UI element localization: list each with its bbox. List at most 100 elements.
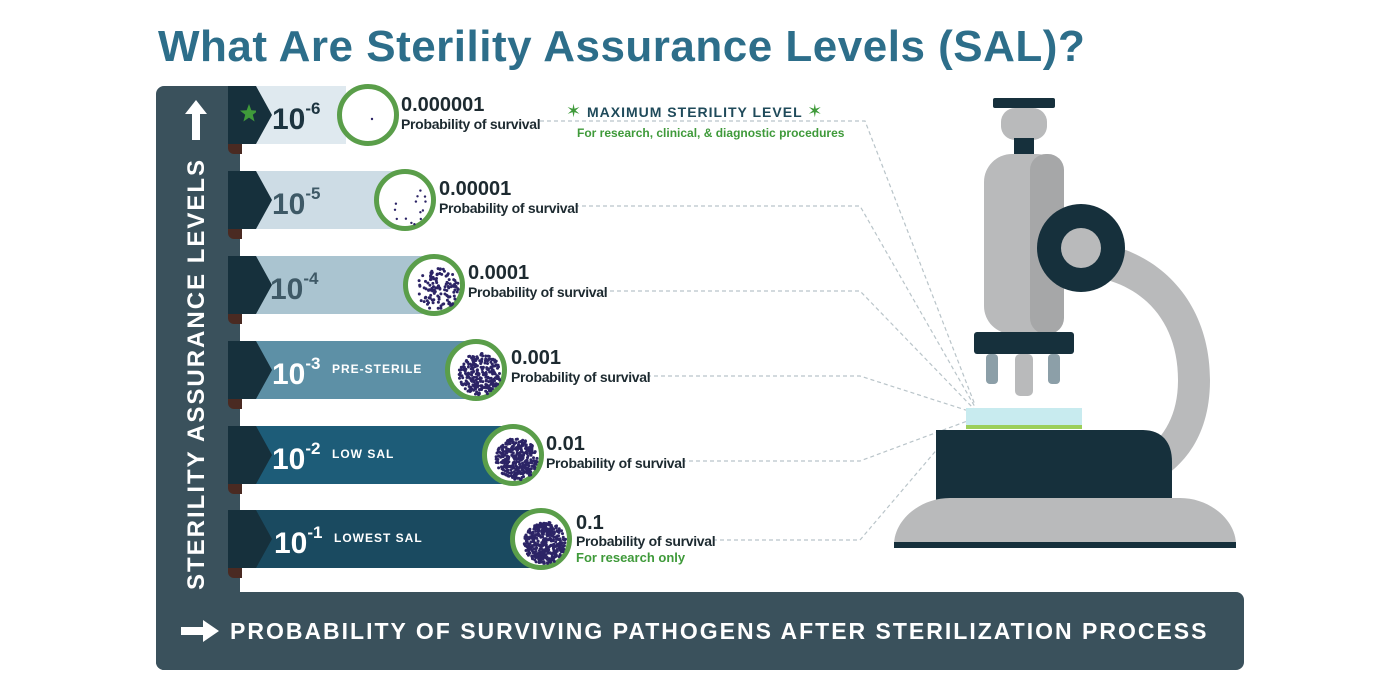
pathogen-dot xyxy=(432,298,436,302)
pathogen-dot xyxy=(508,465,512,469)
pathogen-dot xyxy=(447,286,451,290)
pathogen-dot xyxy=(554,524,558,528)
pathogen-dot xyxy=(458,376,461,380)
pathogen-dot xyxy=(394,202,398,205)
x-axis-label: PROBABILITY OF SURVIVING PATHOGENS AFTER… xyxy=(230,618,1209,644)
pathogen-dot xyxy=(481,354,485,358)
survival-caption: Probability of survival xyxy=(576,533,716,549)
pathogen-dot xyxy=(438,286,442,290)
sal-tag: LOW SAL xyxy=(332,447,395,461)
ribbon-tab xyxy=(228,510,260,568)
pathogen-dot xyxy=(465,359,468,362)
pathogen-dot xyxy=(505,451,509,455)
pathogen-dot xyxy=(452,278,456,282)
pathogen-dot xyxy=(549,557,553,561)
pathogen-dot xyxy=(500,448,504,451)
pathogen-dot xyxy=(535,536,539,540)
pathogen-dot xyxy=(523,536,527,540)
pathogen-dot xyxy=(427,288,430,292)
pathogen-dot xyxy=(530,532,534,536)
pathogen-dot xyxy=(463,387,467,391)
pathogen-dot xyxy=(479,362,483,365)
pathogen-dot xyxy=(517,469,521,473)
pathogen-dot xyxy=(447,278,451,282)
pathogen-dot xyxy=(485,392,489,396)
pathogen-dot xyxy=(547,521,551,524)
pathogen-dot xyxy=(534,460,538,464)
pathogen-dot xyxy=(436,284,440,288)
pathogen-dots-icon xyxy=(393,189,427,226)
pathogen-dot xyxy=(509,474,513,478)
pathogen-dot xyxy=(419,217,422,221)
pathogen-dot xyxy=(510,471,514,474)
survival-caption: Probability of survival xyxy=(401,116,541,132)
ribbon-tab xyxy=(228,426,260,484)
axes-frame xyxy=(156,86,1244,670)
pathogen-dot xyxy=(504,445,508,449)
pathogen-dot xyxy=(486,359,489,363)
pathogen-dot xyxy=(466,389,470,393)
pathogen-dot xyxy=(422,300,426,304)
pathogen-dot xyxy=(488,370,492,374)
pathogen-dot xyxy=(488,389,492,393)
survival-value: 0.001 xyxy=(511,347,562,369)
pathogen-dot xyxy=(510,446,514,450)
pathogen-dot xyxy=(484,374,488,378)
pathogen-dot xyxy=(435,277,438,280)
survival-note: For research only xyxy=(576,550,686,565)
pathogen-dot xyxy=(529,450,533,454)
pathogen-dot xyxy=(513,457,517,461)
pathogen-dot xyxy=(464,379,468,383)
pathogen-dot xyxy=(519,458,523,462)
pathogen-dot xyxy=(436,267,440,271)
survival-caption: Probability of survival xyxy=(546,455,686,471)
sal-exponent: 10-5 xyxy=(272,180,321,223)
pathogen-dot xyxy=(462,362,466,366)
pathogen-dot xyxy=(506,461,510,465)
sal-exponent: 10-3 xyxy=(272,350,321,393)
pathogen-dot xyxy=(551,552,555,555)
pathogen-dot xyxy=(519,448,523,452)
pathogen-dot xyxy=(558,539,562,543)
pathogen-dot xyxy=(500,465,503,469)
pathogen-dot xyxy=(504,442,508,446)
pathogen-dot xyxy=(474,372,478,376)
pathogen-dot xyxy=(533,450,537,454)
pathogen-dot xyxy=(429,277,433,281)
pathogen-dot xyxy=(447,295,451,299)
pathogen-dot xyxy=(484,383,488,386)
pathogen-dot xyxy=(507,440,511,444)
pathogen-dot xyxy=(471,358,475,362)
pathogen-dot xyxy=(493,376,497,380)
pathogen-dot xyxy=(426,281,430,285)
pathogen-dot xyxy=(488,376,492,380)
pathogen-dot xyxy=(496,461,500,465)
sal-base: 10 xyxy=(272,443,306,476)
sal-band: 10-2 LOW SAL xyxy=(256,426,506,484)
pathogen-dot xyxy=(453,288,457,292)
pathogen-dot xyxy=(416,195,419,198)
pathogen-dot xyxy=(540,555,544,559)
pathogen-dot xyxy=(511,464,515,468)
pathogen-dot xyxy=(521,472,525,476)
pathogen-dot xyxy=(414,200,418,203)
pathogen-dot xyxy=(564,537,567,541)
pathogen-dot xyxy=(549,523,553,527)
pathogen-dot xyxy=(462,365,466,369)
pathogen-dot xyxy=(506,474,510,478)
maximum-sterility-label: ✶ MAXIMUM STERILITY LEVEL ✶ xyxy=(566,101,823,122)
pathogen-dots-icon xyxy=(522,521,567,565)
pathogen-dot xyxy=(490,362,494,366)
pathogen-dot xyxy=(459,368,463,372)
pathogen-dot xyxy=(476,356,480,360)
pathogen-dot xyxy=(484,354,488,358)
pathogen-dot xyxy=(514,441,518,445)
pathogen-dot xyxy=(521,464,524,468)
pathogen-dot xyxy=(474,387,477,391)
sal-band: 10-1 LOWEST SAL xyxy=(256,510,534,568)
pathogen-dot xyxy=(469,385,473,389)
pathogen-dot xyxy=(492,384,496,388)
pathogen-dot xyxy=(472,370,476,373)
pathogen-dot xyxy=(484,378,488,382)
star-icon: ✶ xyxy=(807,101,824,121)
